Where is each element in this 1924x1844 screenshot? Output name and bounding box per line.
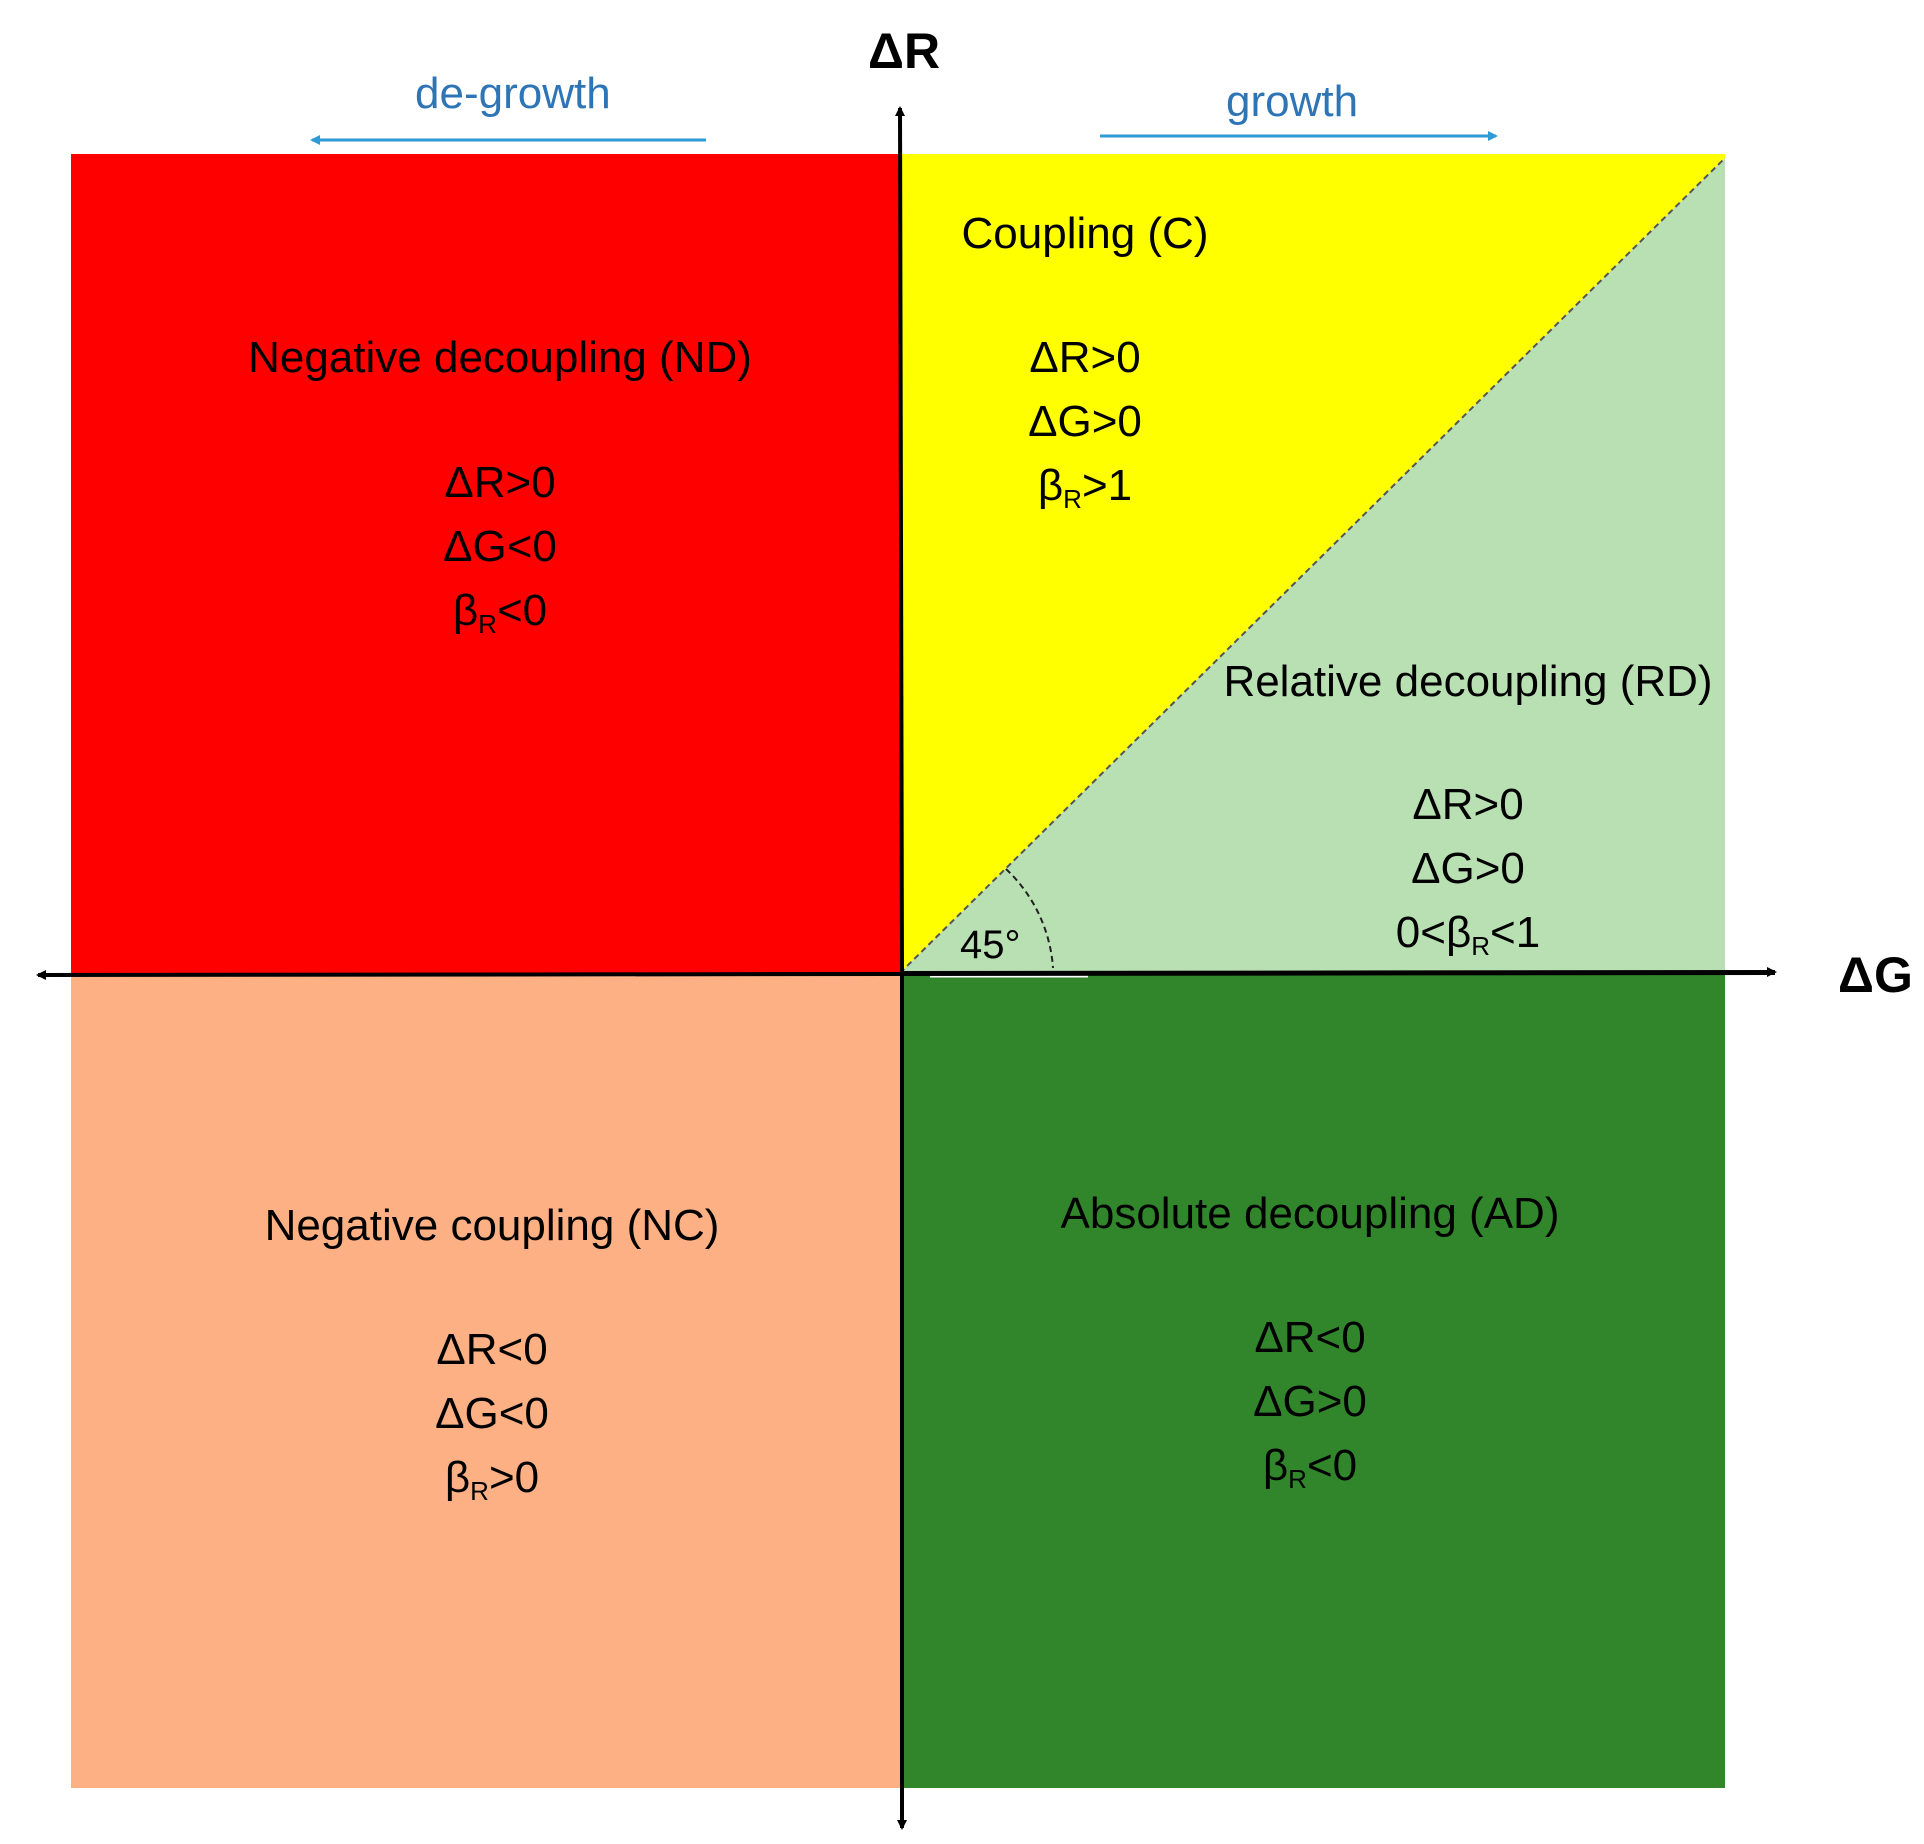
zone-c-title: Coupling (C) — [962, 209, 1209, 258]
zone-rd-cond-g: ΔG>0 — [1411, 844, 1525, 893]
zone-nc-cond-g: ΔG<0 — [435, 1389, 549, 1438]
zone-c-cond-g: ΔG>0 — [1028, 397, 1142, 446]
degrowth-label: de-growth — [415, 69, 611, 118]
zone-c-cond-beta: βR>1 — [1038, 461, 1132, 514]
zone-nc-cond-beta: βR>0 — [445, 1453, 539, 1506]
zone-nc-title: Negative coupling (NC) — [265, 1201, 720, 1250]
angle-label: 45° — [960, 923, 1021, 967]
zone-rd: Relative decoupling (RD) ΔR>0 ΔG>0 0<βR<… — [1223, 657, 1712, 961]
y-axis-up — [895, 106, 906, 974]
zone-rd-title: Relative decoupling (RD) — [1223, 657, 1712, 706]
zone-nd-area — [71, 154, 900, 973]
growth-label: growth — [1226, 77, 1358, 126]
zone-ad-title: Absolute decoupling (AD) — [1061, 1189, 1560, 1238]
y-axis-label: ΔR — [868, 23, 940, 79]
zone-nd-cond-r: ΔR>0 — [444, 458, 555, 507]
zone-rd-cond-beta: 0<βR<1 — [1396, 908, 1540, 961]
diagonal-45-line — [899, 157, 1726, 974]
zone-ad-area — [900, 973, 1725, 1788]
zone-nd: Negative decoupling (ND) ΔR>0 ΔG<0 βR<0 — [248, 333, 752, 639]
zone-c: Coupling (C) ΔR>0 ΔG>0 βR>1 — [962, 209, 1209, 514]
zone-nd-cond-g: ΔG<0 — [443, 522, 557, 571]
x-axis-positive-arrow — [899, 967, 1777, 978]
x-axis-label: ΔG — [1838, 947, 1913, 1003]
zone-c-cond-r: ΔR>0 — [1029, 333, 1140, 382]
zone-ad: Absolute decoupling (AD) ΔR<0 ΔG>0 βR<0 — [1061, 1189, 1560, 1494]
zone-ad-cond-r: ΔR<0 — [1254, 1313, 1365, 1362]
zone-nc-area — [71, 973, 900, 1788]
zone-nd-title: Negative decoupling (ND) — [248, 333, 752, 382]
zone-ad-cond-beta: βR<0 — [1263, 1441, 1357, 1494]
zone-ad-cond-g: ΔG>0 — [1253, 1377, 1367, 1426]
angle-arc — [1005, 868, 1054, 969]
zone-rd-cond-r: ΔR>0 — [1412, 780, 1523, 829]
zone-nc-cond-r: ΔR<0 — [436, 1325, 547, 1374]
zone-nd-cond-beta: βR<0 — [453, 586, 547, 639]
zone-nc: Negative coupling (NC) ΔR<0 ΔG<0 βR>0 — [265, 1201, 720, 1506]
